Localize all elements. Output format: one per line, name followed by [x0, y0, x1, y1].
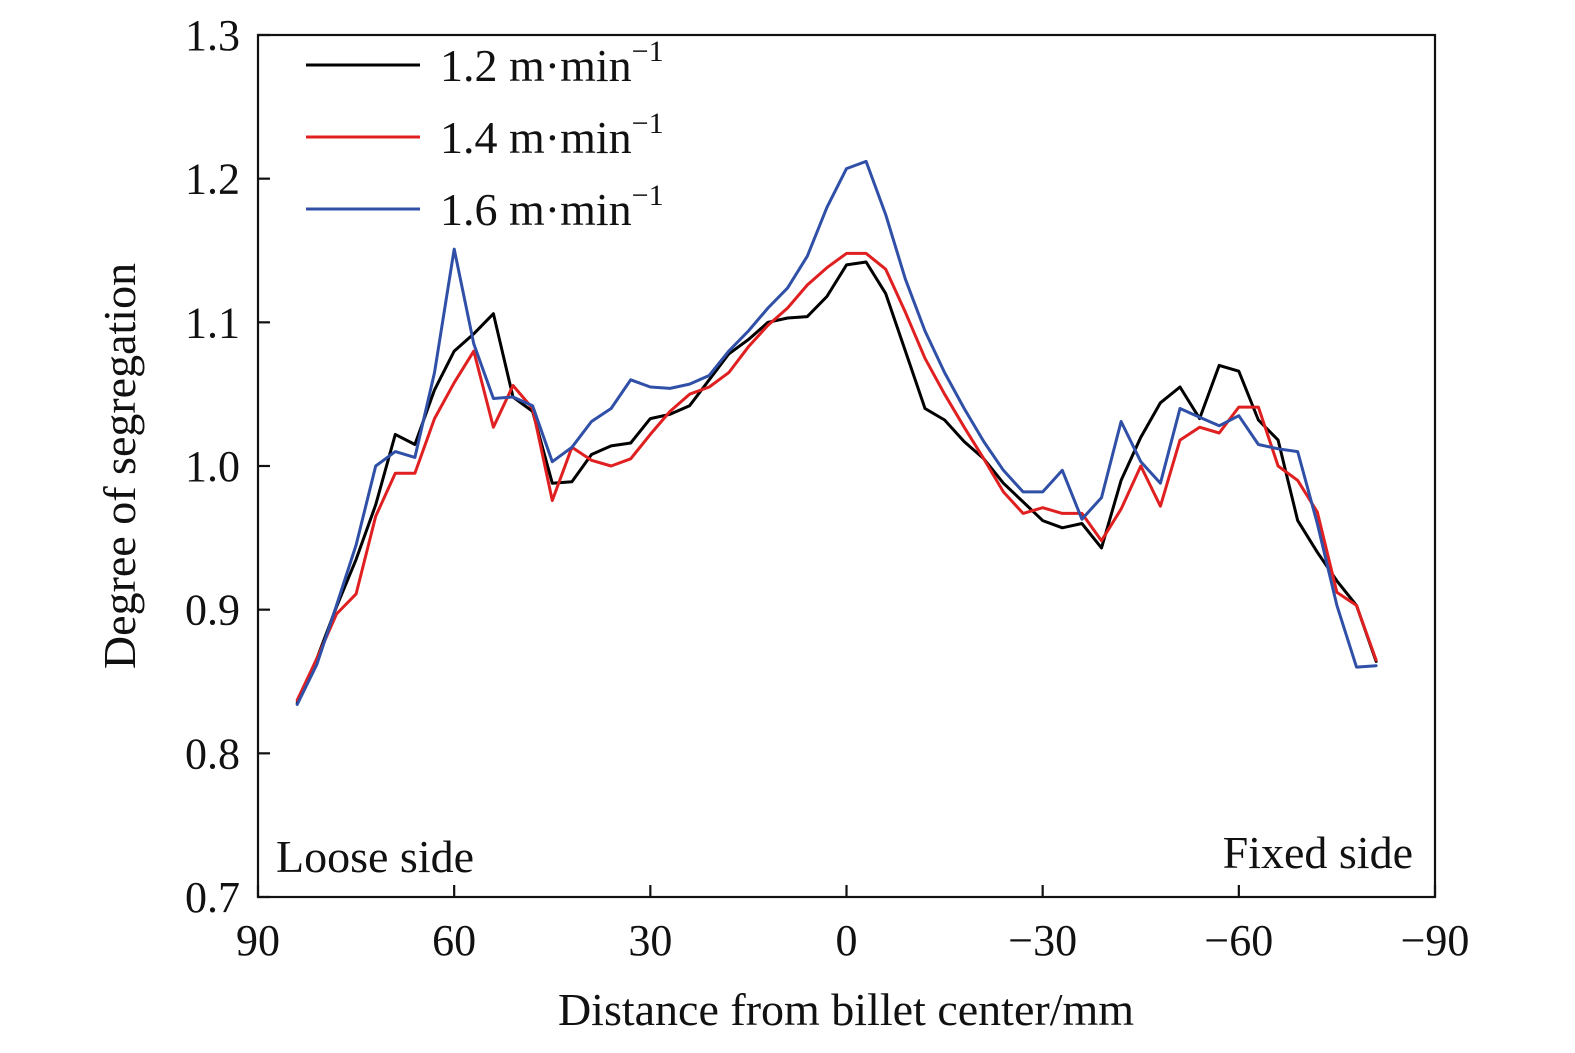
y-tick-label: 1.3 — [185, 11, 240, 60]
series-line-3 — [295, 159, 1378, 706]
x-tick-label: 60 — [432, 916, 476, 965]
x-tick-label: 0 — [836, 916, 858, 965]
x-axis: 90 60 30 0 −30 −60 −90 — [236, 885, 1469, 965]
x-tick-label: −90 — [1401, 916, 1470, 965]
fixed-side-annotation: Fixed side — [1223, 827, 1413, 878]
series-lines — [295, 159, 1378, 706]
y-tick-label: 1.1 — [185, 298, 240, 347]
legend: 1.2 m·min−1 1.4 m·min−1 1.6 m·min−1 — [306, 35, 664, 235]
x-tick-label: 90 — [236, 916, 280, 965]
series-line-1 — [295, 260, 1378, 705]
y-axis: 0.7 0.8 0.9 1.0 1.1 1.2 1.3 — [185, 11, 270, 922]
series-line-2 — [295, 251, 1378, 702]
x-tick-label: −30 — [1008, 916, 1077, 965]
y-tick-label: 0.9 — [185, 586, 240, 635]
legend-label-2: 1.4 m·min−1 — [440, 107, 664, 163]
x-axis-label: Distance from billet center/mm — [558, 984, 1134, 1035]
loose-side-annotation: Loose side — [276, 831, 474, 882]
y-tick-label: 0.8 — [185, 729, 240, 778]
y-tick-label: 1.2 — [185, 155, 240, 204]
legend-label-3: 1.6 m·min−1 — [440, 179, 664, 235]
x-tick-label: −60 — [1204, 916, 1273, 965]
y-tick-label: 0.7 — [185, 873, 240, 922]
y-axis-label: Degree of segregation — [94, 263, 145, 669]
legend-label-1: 1.2 m·min−1 — [440, 35, 664, 91]
plot-frame — [256, 33, 1437, 899]
x-tick-label: 30 — [628, 916, 672, 965]
y-tick-label: 1.0 — [185, 442, 240, 491]
